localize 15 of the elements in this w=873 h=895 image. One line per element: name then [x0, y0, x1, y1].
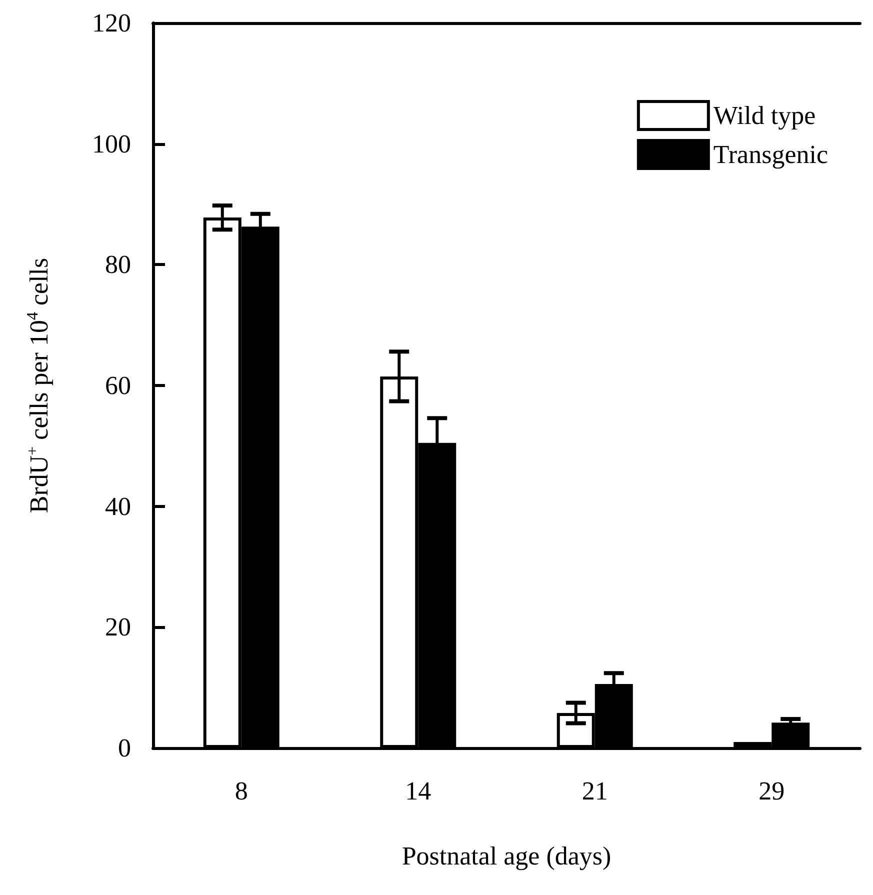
y-axis-title: BrdU+ cells per 104 cells: [24, 258, 54, 514]
x-tick-label: 29: [758, 776, 785, 806]
x-tick-label: 21: [582, 776, 608, 806]
x-tick-label: 14: [405, 776, 432, 806]
legend-label: Transgenic: [713, 140, 828, 169]
x-tick-label: 8: [234, 776, 248, 806]
x-axis-title: Postnatal age (days): [402, 842, 612, 870]
y-tick-label: 60: [105, 371, 131, 400]
y-tick-label: 100: [92, 129, 131, 158]
y-tick-label: 0: [118, 734, 131, 762]
y-tick-label: 80: [105, 250, 131, 280]
y-tick-label: 20: [105, 612, 131, 642]
y-tick-label: 40: [105, 492, 131, 521]
legend-label: Wild type: [713, 101, 816, 130]
y-tick-label: 120: [92, 8, 131, 38]
